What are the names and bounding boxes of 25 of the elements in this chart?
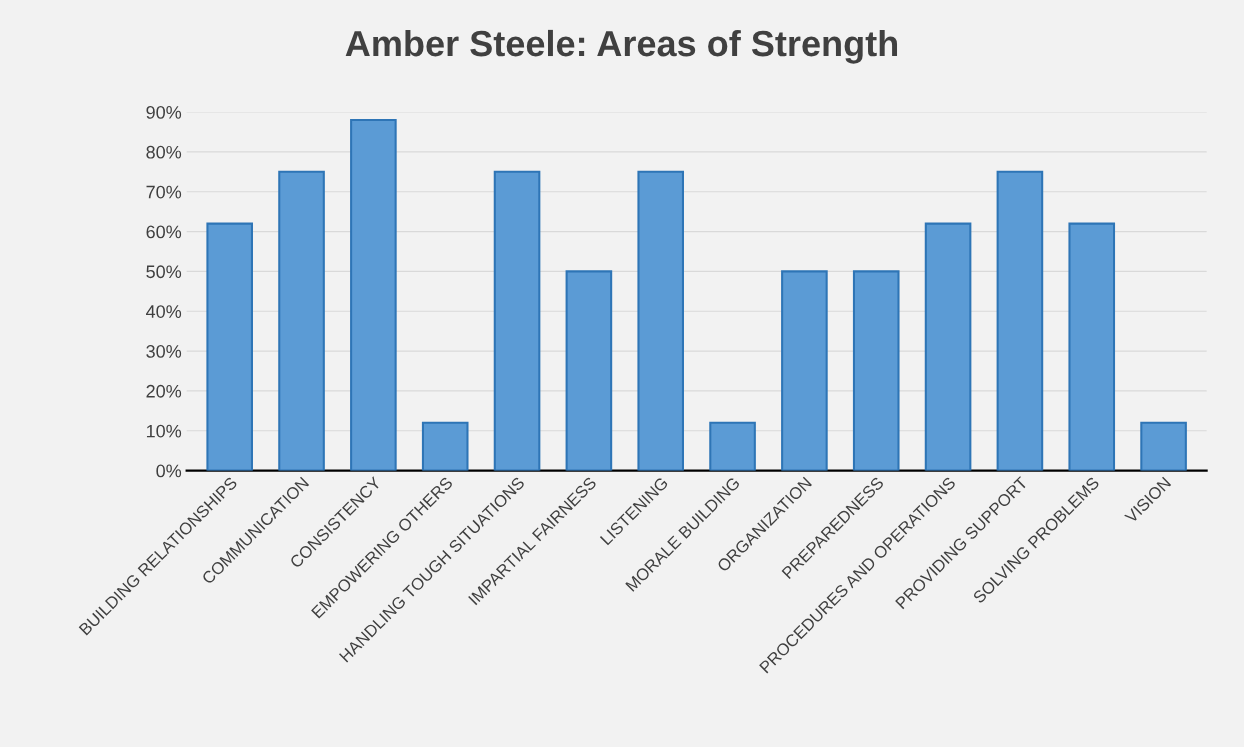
y-tick-label: 90%: [146, 105, 182, 119]
bar: [852, 270, 900, 471]
y-tick-label: 60%: [146, 225, 182, 239]
bar: [565, 270, 613, 471]
bar: [1140, 421, 1187, 471]
y-tick-label: 70%: [146, 185, 182, 199]
y-tick-label: 80%: [146, 145, 182, 159]
bar: [493, 170, 541, 471]
bar: [421, 421, 469, 471]
chart-title: Amber Steele: Areas of Strength: [345, 29, 898, 64]
bar: [996, 170, 1044, 471]
bar: [350, 118, 397, 471]
bar: [206, 222, 254, 471]
bar: [278, 170, 325, 471]
y-tick-label: 20%: [146, 384, 182, 398]
y-tick-label: 40%: [146, 305, 182, 318]
y-tick-label: 10%: [146, 424, 182, 438]
y-tick-label: 50%: [146, 265, 182, 279]
bar: [637, 170, 685, 471]
bar: [781, 270, 828, 471]
y-tick-label: 0%: [156, 464, 182, 478]
bar: [709, 421, 756, 471]
y-tick-label: 30%: [146, 345, 182, 358]
bar: [1068, 222, 1116, 471]
bar: [924, 222, 972, 471]
